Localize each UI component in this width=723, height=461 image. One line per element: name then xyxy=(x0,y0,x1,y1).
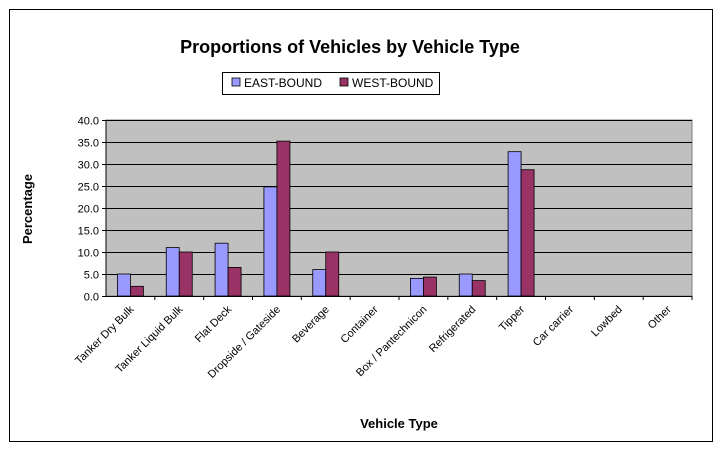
bar-west-bound xyxy=(520,169,535,297)
bar-east-bound xyxy=(117,273,131,297)
bar-west-bound xyxy=(423,276,437,297)
bar-west-bound xyxy=(276,140,291,297)
bar-east-bound xyxy=(263,186,278,297)
y-tick-label: 25.0 xyxy=(78,182,99,194)
bar-east-bound xyxy=(458,273,473,297)
y-tick-label: 15.0 xyxy=(78,226,99,238)
bar-east-bound xyxy=(410,277,424,297)
y-tick-label: 5.0 xyxy=(84,270,99,282)
bar-east-bound xyxy=(214,242,229,297)
legend-label: WEST-BOUND xyxy=(352,76,434,90)
legend-swatch xyxy=(231,77,241,87)
bar-east-bound xyxy=(507,151,522,297)
y-tick-label: 10.0 xyxy=(78,248,99,260)
bar-west-bound xyxy=(471,280,486,297)
legend-swatch xyxy=(339,77,349,87)
bar-west-bound xyxy=(325,251,340,297)
chart-title: Proportions of Vehicles by Vehicle Type xyxy=(180,37,520,57)
y-tick-label: 40.0 xyxy=(78,116,99,128)
y-tick-label: 30.0 xyxy=(78,160,99,172)
y-tick-label: 0.0 xyxy=(84,292,99,304)
y-tick-label: 20.0 xyxy=(78,204,99,216)
legend: EAST-BOUND WEST-BOUND xyxy=(222,72,440,95)
legend-label: EAST-BOUND xyxy=(244,76,322,90)
bar-east-bound xyxy=(312,269,327,297)
legend-box xyxy=(222,72,440,95)
bar-west-bound xyxy=(130,285,144,297)
x-axis-title: Vehicle Type xyxy=(360,416,438,431)
bar-east-bound xyxy=(165,247,180,297)
y-axis-title: Percentage xyxy=(20,174,35,244)
bar-west-bound xyxy=(178,251,193,297)
bar-west-bound xyxy=(227,266,242,297)
y-tick-label: 35.0 xyxy=(78,138,99,150)
